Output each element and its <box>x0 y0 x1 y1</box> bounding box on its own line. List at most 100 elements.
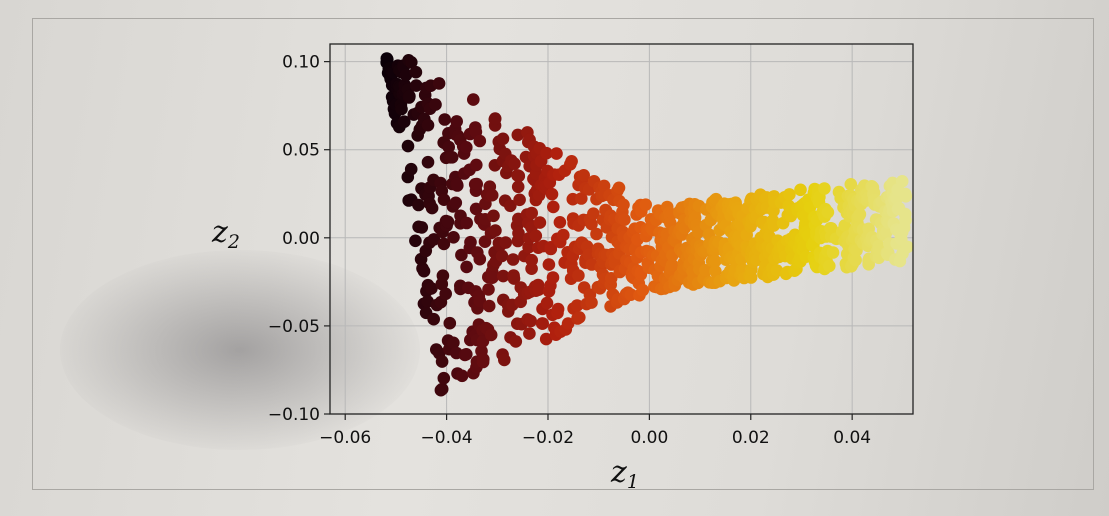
scatter-point <box>438 113 452 126</box>
scatter-point <box>447 336 460 350</box>
scatter-point <box>826 246 840 259</box>
scatter-point <box>499 236 512 249</box>
scatter-point <box>403 89 416 103</box>
scatter-point <box>436 269 450 283</box>
y-axis-label: z2 <box>211 215 240 253</box>
hand-shadow <box>60 250 420 450</box>
scatter-point <box>544 242 558 256</box>
scatter-point <box>507 272 521 285</box>
scatter-point <box>585 217 598 231</box>
scatter-point <box>767 219 780 232</box>
scatter-point <box>429 98 442 111</box>
scatter-point <box>532 283 545 297</box>
scatter-point <box>525 206 538 220</box>
x-axis-label: z1 <box>610 455 639 493</box>
scatter-point <box>401 139 415 153</box>
scatter-point <box>486 271 499 285</box>
scatter-point <box>421 118 435 132</box>
scatter-point <box>585 296 598 309</box>
scatter-point <box>899 213 912 227</box>
scatter-point <box>447 231 460 244</box>
scatter-point <box>511 128 525 142</box>
scatter-point <box>536 317 549 330</box>
scatter-point <box>529 229 543 243</box>
scatter-point <box>565 155 578 168</box>
y-tick-label: −0.05 <box>268 317 320 337</box>
scatter-point <box>405 56 418 69</box>
scatter-point <box>432 77 446 90</box>
x-tick-label: 0.00 <box>630 428 668 448</box>
scatter-point <box>899 190 913 203</box>
scatter-point <box>612 181 626 195</box>
scatter-point <box>399 68 413 82</box>
scatter-point <box>445 151 459 164</box>
scatter-point <box>455 248 468 262</box>
x-tick-label: −0.06 <box>319 428 371 448</box>
scatter-point <box>439 287 453 301</box>
scatter-point <box>901 240 914 254</box>
scatter-point <box>665 258 679 272</box>
scatter-point <box>477 352 490 366</box>
scatter-point <box>508 157 521 170</box>
scatter-point <box>495 249 509 263</box>
scatter-point <box>473 134 487 148</box>
scatter-point <box>577 169 590 182</box>
scatter-point <box>469 202 483 216</box>
scatter-point <box>409 65 423 79</box>
scatter-point <box>553 216 567 229</box>
y-tick-label: 0.05 <box>282 141 320 161</box>
scatter-point <box>853 208 867 221</box>
scatter-point <box>617 198 630 212</box>
scatter-point <box>546 271 560 284</box>
scatter-point <box>442 140 456 154</box>
scatter-point <box>435 382 449 396</box>
scatter-point <box>825 222 838 235</box>
scatter-point <box>545 187 559 201</box>
scatter-point <box>547 200 560 214</box>
scatter-point <box>460 141 473 154</box>
y-tick-label: −0.10 <box>268 405 320 425</box>
scatter-point <box>540 296 554 310</box>
scatter-point <box>435 355 449 368</box>
scatter-point <box>421 155 435 169</box>
scatter-point <box>485 188 499 202</box>
scatter-point <box>844 178 858 191</box>
scatter-point <box>460 216 474 230</box>
scatter-point <box>410 79 423 92</box>
scatter-point <box>561 317 575 330</box>
scatter-point <box>417 264 431 278</box>
scatter-point <box>575 192 588 205</box>
scatter-point <box>582 248 595 262</box>
scatter-point <box>794 183 807 197</box>
scatter-point <box>533 216 547 229</box>
scatter-point <box>504 199 517 213</box>
scatter-point <box>557 228 570 242</box>
scatter-point <box>604 272 618 285</box>
scatter-point <box>427 312 441 326</box>
scatter-point <box>542 258 556 271</box>
scatter-point <box>513 193 526 207</box>
scatter-point <box>482 283 495 296</box>
scatter-point <box>551 302 565 316</box>
scatter-point <box>437 193 451 206</box>
scatter-point <box>639 198 652 211</box>
scatter-point <box>570 299 584 312</box>
x-tick-label: −0.02 <box>522 428 574 448</box>
scatter-point <box>496 269 510 283</box>
scatter-point <box>489 224 502 237</box>
scatter-point <box>539 332 553 346</box>
scatter-point <box>587 207 600 220</box>
figure-frame <box>32 18 1094 490</box>
scatter-point <box>460 260 473 274</box>
scatter-point <box>597 179 611 193</box>
scatter-point <box>488 112 502 125</box>
scatter-point <box>473 294 487 308</box>
scatter-point <box>398 115 411 128</box>
scatter-point <box>455 369 469 383</box>
scatter-point <box>895 175 909 188</box>
scatter-point <box>590 227 603 241</box>
scatter-point <box>460 348 473 361</box>
scatter-point <box>443 316 457 330</box>
scatter-point <box>464 235 477 249</box>
scatter-point <box>498 353 511 367</box>
